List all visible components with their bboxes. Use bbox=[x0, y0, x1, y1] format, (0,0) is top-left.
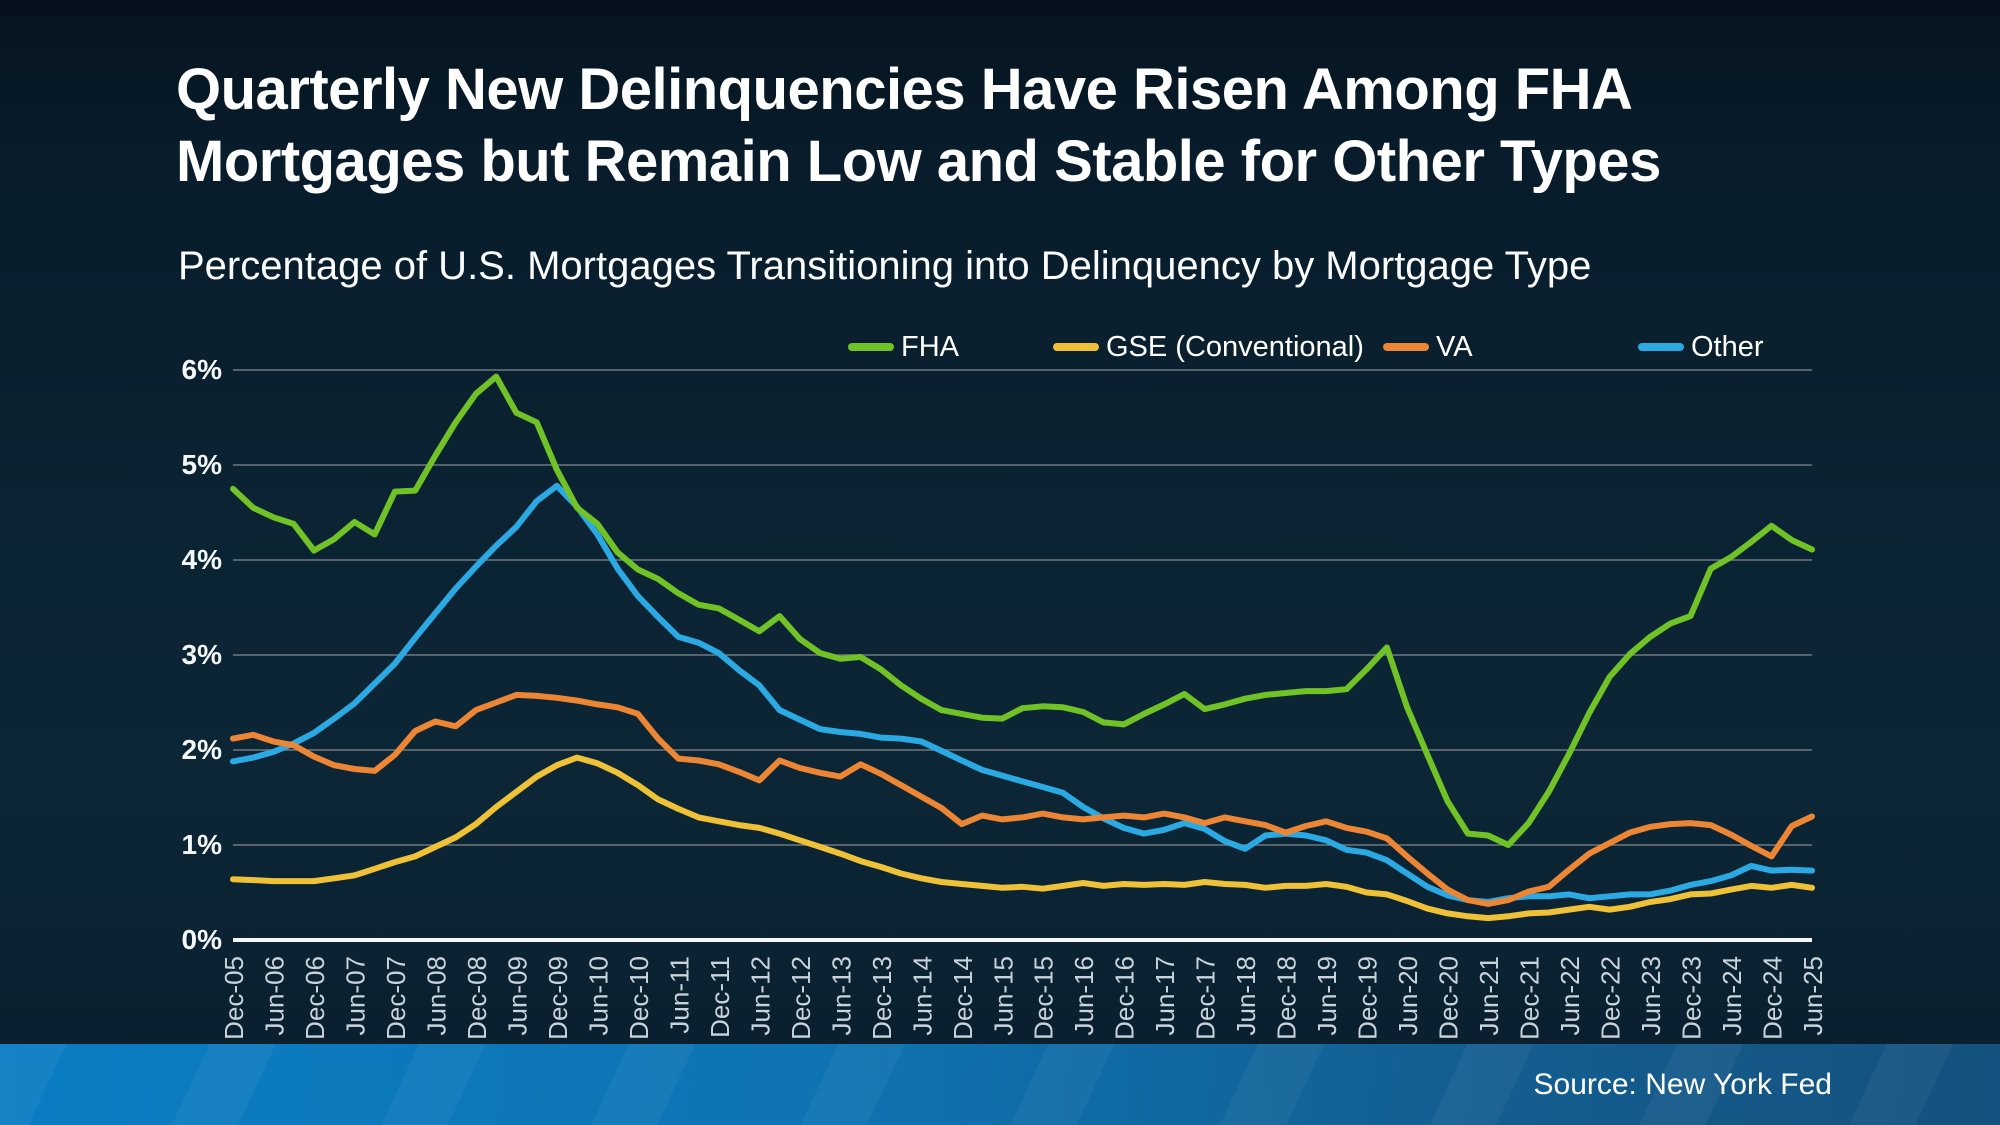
x-tick-label: Jun-06 bbox=[259, 956, 289, 1036]
x-tick-label: Jun-15 bbox=[988, 956, 1018, 1036]
x-tick-label: Dec-07 bbox=[381, 956, 411, 1040]
x-tick-label: Dec-21 bbox=[1515, 956, 1545, 1040]
x-tick-label: Dec-15 bbox=[1029, 956, 1059, 1040]
y-tick-label-4pct: 4% bbox=[181, 544, 222, 575]
x-tick-label: Dec-20 bbox=[1434, 956, 1464, 1040]
x-tick-label: Dec-12 bbox=[786, 956, 816, 1040]
x-tick-label: Jun-19 bbox=[1312, 956, 1342, 1036]
x-tick-label: Dec-17 bbox=[1191, 956, 1221, 1040]
top-strip bbox=[0, 0, 2000, 16]
legend-label-gse: GSE (Conventional) bbox=[1106, 330, 1364, 363]
series-line-fha bbox=[230, 373, 1815, 848]
x-tick-label: Dec-16 bbox=[1110, 956, 1140, 1040]
x-tick-label: Dec-09 bbox=[543, 956, 573, 1040]
series-line-va bbox=[230, 691, 1815, 907]
gse-line-swatch bbox=[1053, 343, 1099, 351]
y-tick-label-2pct: 2% bbox=[181, 734, 222, 765]
va-line-swatch bbox=[1383, 343, 1429, 351]
x-tick-label: Dec-10 bbox=[624, 956, 654, 1040]
fha-line-swatch bbox=[848, 343, 894, 351]
x-tick-label: Jun-09 bbox=[502, 956, 532, 1036]
source-attribution: Source: New York Fed bbox=[1533, 1068, 1833, 1101]
legend-item-va: VA bbox=[1383, 330, 1473, 364]
x-tick-label: Jun-21 bbox=[1474, 956, 1504, 1036]
x-tick-label: Jun-14 bbox=[907, 956, 937, 1036]
x-tick-label: Jun-20 bbox=[1393, 956, 1423, 1036]
other-line-swatch bbox=[1638, 343, 1684, 351]
y-tick-label-6pct: 6% bbox=[181, 354, 222, 385]
x-tick-label: Jun-17 bbox=[1150, 956, 1180, 1036]
x-tick-label: Jun-07 bbox=[340, 956, 370, 1036]
x-tick-label: Dec-13 bbox=[867, 956, 897, 1040]
x-tick-label: Dec-08 bbox=[462, 956, 492, 1040]
x-tick-label: Jun-13 bbox=[826, 956, 856, 1036]
x-tick-label: Jun-08 bbox=[421, 956, 451, 1036]
series-line-gse-conventional bbox=[230, 754, 1815, 922]
x-tick-label: Dec-19 bbox=[1353, 956, 1383, 1040]
x-tick-label: Dec-14 bbox=[948, 956, 978, 1040]
x-tick-label: Dec-23 bbox=[1677, 956, 1707, 1040]
chart-subtitle: Percentage of U.S. Mortgages Transitioni… bbox=[178, 244, 1592, 288]
x-tick-label: Dec-05 bbox=[219, 956, 249, 1040]
y-tick-label-5pct: 5% bbox=[181, 449, 222, 480]
legend-item-gse: GSE (Conventional) bbox=[1053, 330, 1364, 364]
x-tick-label: Jun-11 bbox=[664, 956, 694, 1034]
x-tick-label: Dec-06 bbox=[300, 956, 330, 1040]
delinquency-line-chart: Dec-05 Jun-06 Dec-06 Jun-07 Dec-07 Jun-08 Dec-… bbox=[219, 369, 1828, 1040]
legend-label-va: VA bbox=[1436, 330, 1473, 363]
x-tick-label: Jun-10 bbox=[583, 956, 613, 1036]
title-line-2: Mortgages but Remain Low and Stable for … bbox=[176, 128, 1661, 194]
legend-item-fha: FHA bbox=[848, 330, 959, 364]
x-tick-label: Jun-23 bbox=[1636, 956, 1666, 1036]
x-tick-label: Jun-22 bbox=[1555, 956, 1585, 1036]
legend-label-fha: FHA bbox=[901, 330, 959, 363]
x-tick-label: Dec-24 bbox=[1758, 956, 1788, 1040]
title-line-1: Quarterly New Delinquencies Have Risen A… bbox=[176, 57, 1633, 122]
x-tick-label: Jun-16 bbox=[1069, 956, 1099, 1036]
y-tick-label-1pct: 1% bbox=[181, 829, 222, 860]
x-tick-label: Dec-11 bbox=[705, 956, 735, 1038]
legend-item-other: Other bbox=[1638, 330, 1764, 364]
x-tick-label: Jun-18 bbox=[1231, 956, 1261, 1036]
x-tick-label: Jun-25 bbox=[1798, 956, 1828, 1036]
bottom-bar: Source: New York Fed bbox=[0, 1044, 2000, 1125]
y-tick-label-0pct: 0% bbox=[181, 924, 222, 955]
x-tick-label: Jun-24 bbox=[1717, 956, 1747, 1036]
x-tick-label: Dec-22 bbox=[1596, 956, 1626, 1040]
x-tick-label: Jun-12 bbox=[745, 956, 775, 1036]
series-line-other bbox=[230, 482, 1815, 905]
x-tick-label: Dec-18 bbox=[1272, 956, 1302, 1040]
legend-label-other: Other bbox=[1691, 330, 1764, 363]
page-title: Quarterly New Delinquencies Have Risen A… bbox=[176, 54, 1876, 198]
y-tick-label-3pct: 3% bbox=[181, 639, 222, 670]
